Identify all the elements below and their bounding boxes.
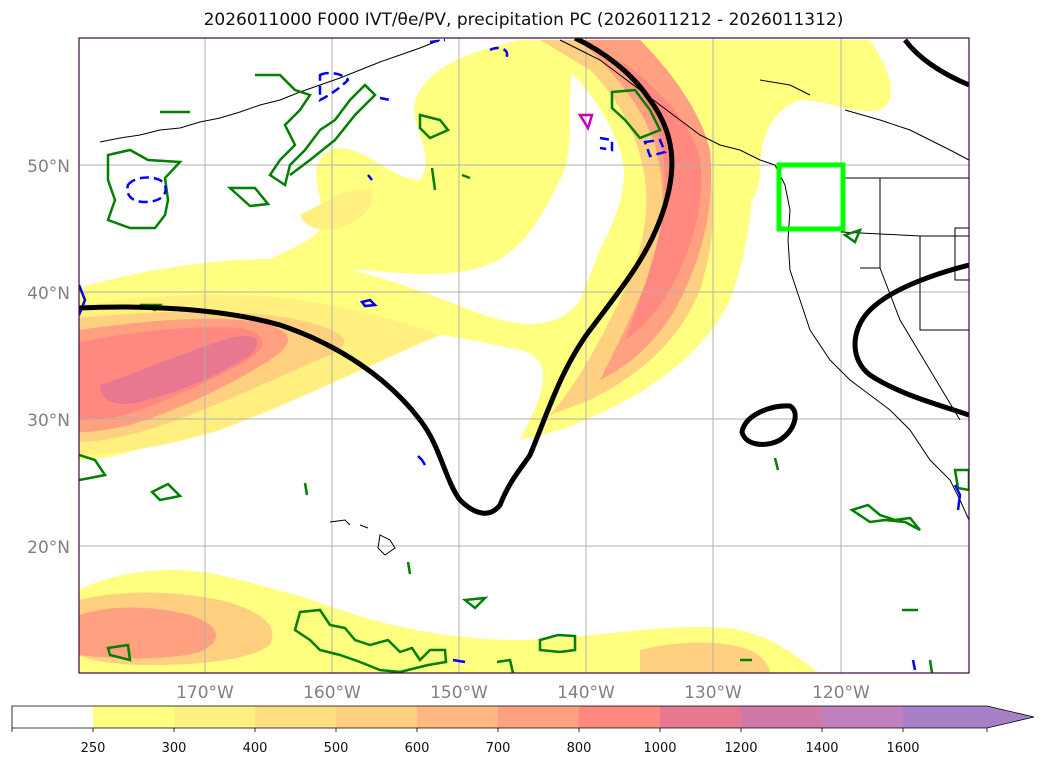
lat-label-50n: 50°N [27, 157, 70, 177]
colorbar-segment [498, 706, 579, 728]
lon-label-140w: 140°W [557, 683, 615, 703]
colorbar-segment [822, 706, 903, 728]
lon-label-130w: 130°W [684, 683, 742, 703]
colorbar-tick-label: 1400 [805, 741, 838, 756]
colorbar-tick-label: 1600 [886, 741, 919, 756]
lon-label-160w: 160°W [303, 683, 361, 703]
colorbar-tick-label: 600 [405, 741, 430, 756]
pv-contours-positive [79, 73, 969, 673]
precipitation-box[interactable] [776, 162, 846, 232]
theta-e-contours [79, 38, 969, 516]
colorbar-tick-label: 700 [486, 741, 511, 756]
lon-label-170w: 170°W [176, 683, 234, 703]
lon-label-150w: 150°W [430, 683, 488, 703]
colorbar-outline [11, 705, 1035, 729]
lon-label-120w: 120°W [812, 683, 870, 703]
colorbar-tick-label: 400 [243, 741, 268, 756]
lat-label-30n: 30°N [27, 411, 70, 431]
colorbar-segment [417, 706, 498, 728]
colorbar-segment [93, 706, 174, 728]
colorbar-segment [174, 706, 255, 728]
lat-label-40n: 40°N [27, 284, 70, 304]
colorbar-tick-label: 250 [81, 741, 106, 756]
colorbar-segment [255, 706, 336, 728]
map-frame [78, 37, 970, 674]
colorbar-tick-label: 800 [567, 741, 592, 756]
colorbar-tick-label: 500 [324, 741, 349, 756]
colorbar-extend-arrow [987, 706, 1034, 728]
colorbar-segment [579, 706, 660, 728]
colorbar-tick-label: 300 [162, 741, 187, 756]
pv-contour-magenta [577, 113, 594, 132]
colorbar-tick-label: 1200 [724, 741, 757, 756]
colorbar-segment [741, 706, 822, 728]
colorbar: 250 300 400 500 600 700 800 1000 1200 14… [11, 705, 1035, 756]
colorbar-segment [903, 706, 987, 728]
map-title: 2026011000 F000 IVT/θe/PV, precipitation… [203, 10, 844, 30]
colorbar-segment [12, 706, 93, 728]
colorbar-tick-label: 1000 [643, 741, 676, 756]
colorbar-segment [660, 706, 741, 728]
lat-label-20n: 20°N [27, 538, 70, 558]
pv-contours-negative [126, 38, 667, 204]
colorbar-segment [336, 706, 417, 728]
